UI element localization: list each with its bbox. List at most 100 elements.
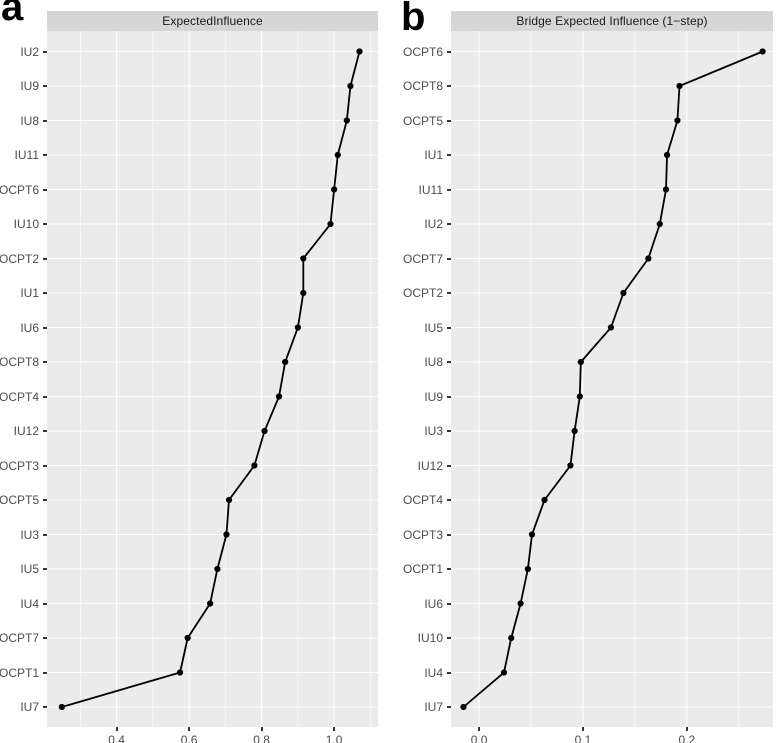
data-point [656,220,663,228]
x-axis-tick-label: 1.0 [325,733,343,743]
panel-label-b: b [401,0,426,39]
data-point [662,186,670,193]
y-axis-label: OCPT1 [402,562,443,576]
data-point [460,703,467,711]
strip-title-b: Bridge Expected Influence (1−step) [451,11,773,31]
chart-b-svg [451,31,773,727]
data-point [261,427,268,435]
data-point [223,531,230,538]
y-axis-tick [447,154,451,156]
y-axis-label: IU9 [20,79,39,93]
data-point [500,669,508,676]
y-axis-tick [43,395,47,398]
y-axis-label: IU4 [424,665,443,680]
plot-area-b [451,31,773,727]
y-axis-label: IU4 [20,596,39,611]
x-axis-tick-label: 0.2 [678,733,696,743]
y-axis-label: IU6 [20,320,39,335]
y-axis-label: OCPT7 [402,251,443,266]
y-axis-tick [43,533,47,536]
y-axis-label: IU6 [424,596,443,611]
y-axis-label: IU2 [20,44,39,59]
y-axis-label: OCPT8 [0,355,39,369]
y-axis-tick [447,85,451,87]
y-axis-label: IU12 [13,424,39,438]
x-axis-tick-label: 0.6 [180,733,198,743]
panel-label-a: a [1,0,24,29]
x-axis-tick-label: 0.8 [253,733,270,743]
y-axis-label: IU3 [20,527,39,542]
y-axis-tick [43,119,47,122]
y-axis-label: IU8 [20,113,39,128]
y-axis-tick [447,119,451,122]
y-axis-label: IU8 [424,355,443,369]
y-axis-tick [447,568,451,570]
strip-title-a: ExpectedInfluence [47,11,378,31]
data-point [524,565,531,573]
y-axis-label: IU5 [424,320,443,335]
y-axis-tick [43,430,47,432]
y-axis-tick [447,361,451,363]
data-point [663,151,671,159]
data-point [58,703,65,711]
data-point [343,117,350,124]
y-axis-label: OCPT3 [0,458,39,473]
y-axis-tick [43,50,47,53]
data-point [571,427,578,435]
data-point [300,289,307,297]
y-axis-tick [43,188,47,191]
y-axis-label: IU12 [417,458,443,473]
plot-area-a [47,31,378,727]
x-axis-tick-label: 0.1 [574,733,592,743]
y-axis-label: IU1 [20,286,39,300]
data-point [327,220,334,228]
y-axis-tick [447,464,451,467]
data-point [607,324,615,331]
y-axis-label: OCPT3 [402,527,443,542]
x-axis-tick [260,727,263,731]
x-axis-tick-label: 0.4 [108,733,125,743]
y-axis-label: IU2 [424,217,443,231]
data-point [528,531,536,538]
data-point [356,48,363,55]
y-axis-label: OCPT2 [0,251,39,266]
x-axis-tick-label: 0.0 [470,733,488,743]
centrality-line [61,51,361,708]
data-point [517,600,524,607]
y-axis-tick [447,395,451,398]
y-axis-tick [447,706,451,708]
y-axis-label: IU5 [20,562,39,576]
y-axis-label: OCPT5 [402,113,443,128]
centrality-line [462,50,763,708]
data-point [674,117,681,124]
y-axis-label: OCPT7 [0,631,39,645]
y-axis-label: IU7 [424,700,443,714]
data-point [620,289,627,297]
y-axis-tick [43,706,47,708]
y-axis-tick [43,361,47,363]
x-axis-tick [333,727,336,731]
y-axis-tick [447,326,451,329]
data-point [225,496,233,504]
y-axis-tick [447,602,451,605]
y-axis-label: IU3 [424,424,443,438]
data-point [184,634,191,642]
data-point [294,324,301,331]
data-point [334,151,341,159]
y-axis-tick [447,292,451,294]
y-axis-label: OCPT5 [0,493,39,507]
y-axis-tick [43,568,47,570]
data-point [214,565,221,573]
data-point [567,462,574,469]
y-axis-label: OCPT1 [0,665,39,680]
data-point [676,82,683,90]
y-axis-tick [447,533,451,536]
y-axis-label: OCPT2 [402,286,443,300]
y-axis-tick [447,499,451,501]
y-axis-tick [43,671,47,674]
data-point [275,393,283,400]
y-axis-tick [43,637,47,639]
data-point [541,496,548,504]
data-point [176,669,184,676]
data-point [577,358,584,366]
